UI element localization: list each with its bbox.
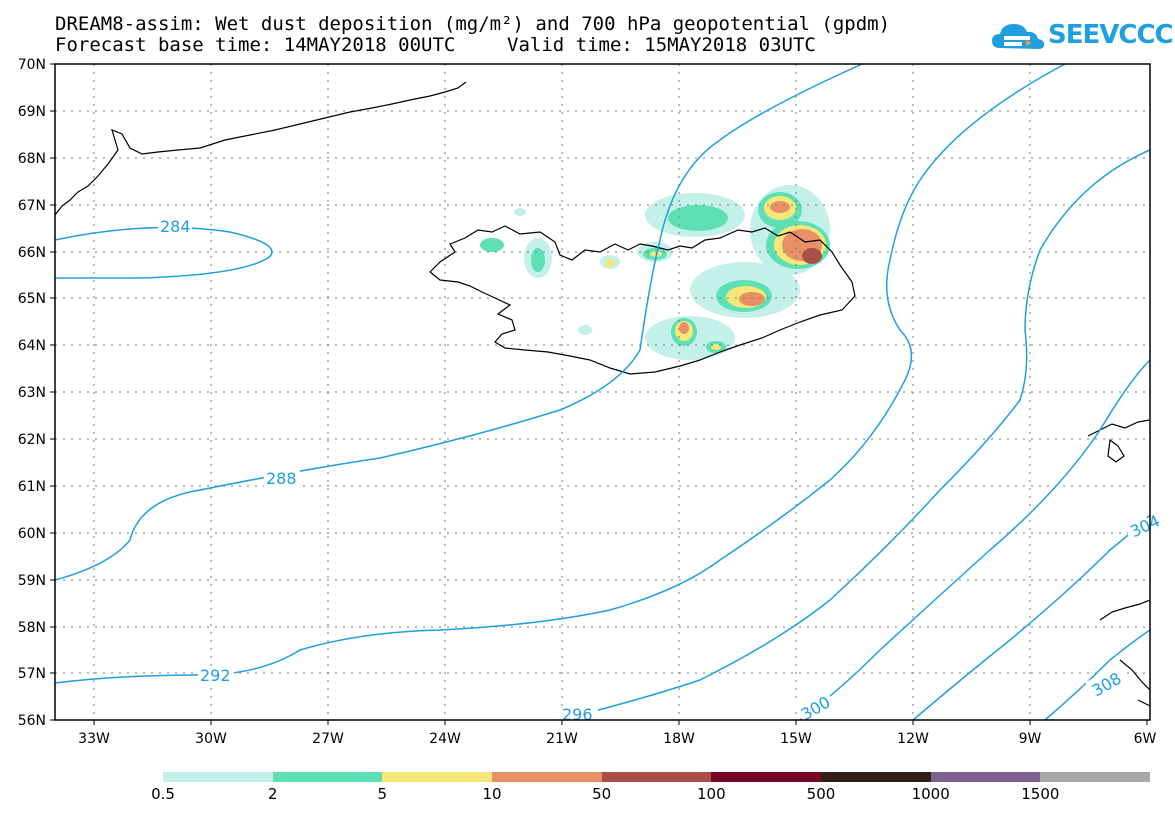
contour-304 (912, 514, 1151, 721)
seevccc-logo (990, 18, 1140, 58)
greenland-coast (54, 81, 467, 216)
legend-swatch (382, 772, 493, 782)
geopotential-contours (54, 63, 1151, 721)
lat-label: 66N (18, 245, 46, 261)
contour-308 (1044, 629, 1151, 721)
lat-label: 57N (18, 666, 46, 682)
lon-label: 30W (195, 731, 227, 747)
legend-swatch (601, 772, 712, 782)
contour-label-284: 284 (160, 217, 191, 236)
legend-swatch (711, 772, 822, 782)
lon-label: 24W (429, 731, 461, 747)
lon-label: 12W (897, 731, 929, 747)
valid-time: Valid time: 15MAY2018 03UTC (507, 34, 816, 56)
lon-label: 21W (546, 731, 578, 747)
graticule (55, 64, 1150, 720)
lon-label: 18W (663, 731, 695, 747)
legend-swatch (272, 772, 383, 782)
lat-label: 63N (18, 385, 46, 401)
scotland-coast (1099, 599, 1151, 707)
iceland-coast (429, 225, 856, 375)
contour-284 (54, 226, 273, 279)
contour-292 (54, 63, 1066, 684)
coastlines (54, 81, 1151, 707)
scandinavia-coast (1087, 419, 1151, 437)
legend-swatch (821, 772, 931, 782)
legend-label: 10 (482, 785, 502, 803)
legend-label: 500 (806, 785, 836, 803)
latitude-labels: 70N 69N 68N 67N 66N 65N 64N 63N 62N 61N … (18, 57, 46, 729)
lat-label: 62N (18, 432, 46, 448)
longitude-labels: 33W 30W 27W 24W 21W 18W 15W 12W 9W 6W (78, 731, 1156, 747)
contour-label-292: 292 (200, 666, 231, 685)
dust-deposition-shading (480, 185, 830, 360)
legend-label: 50 (592, 785, 612, 803)
lat-label: 67N (18, 198, 46, 214)
legend-swatch (492, 772, 602, 782)
legend-swatch (930, 772, 1041, 782)
cloud-icon (992, 24, 1045, 49)
forecast-base-time: Forecast base time: 14MAY2018 00UTC (55, 34, 456, 56)
map-title: DREAM8-assim: Wet dust deposition (mg/m²… (55, 13, 891, 35)
lon-label: 9W (1019, 731, 1042, 747)
contour-288 (54, 63, 863, 581)
lat-label: 69N (18, 104, 46, 120)
lat-label: 65N (18, 291, 46, 307)
legend-swatch (1040, 772, 1151, 782)
axis-ticks (50, 63, 1148, 725)
lat-label: 59N (18, 573, 46, 589)
lat-label: 58N (18, 620, 46, 636)
contour-296 (559, 149, 1151, 721)
contour-label-296: 296 (562, 705, 593, 724)
map-area (55, 64, 1150, 720)
lon-label: 27W (312, 731, 344, 747)
lon-label: 6W (1134, 731, 1157, 747)
legend-label: 5 (377, 785, 388, 803)
legend-label: 2 (267, 785, 278, 803)
legend-label: 1500 (1021, 785, 1060, 803)
legend-label: 0.5 (151, 785, 175, 803)
lat-label: 64N (18, 338, 46, 354)
lon-label: 33W (78, 731, 110, 747)
lat-label: 56N (18, 713, 46, 729)
logo-text: SEEVCCC (1048, 20, 1174, 50)
contour-300 (799, 359, 1151, 721)
color-legend (163, 772, 1151, 782)
forecast-times: Forecast base time: 14MAY2018 00UTC Valid… (55, 34, 816, 56)
lat-label: 60N (18, 526, 46, 542)
contour-label-288: 288 (266, 469, 297, 488)
legend-label: 1000 (911, 785, 950, 803)
lat-label: 70N (18, 57, 46, 73)
legend-label: 100 (697, 785, 726, 803)
lat-label: 61N (18, 479, 46, 495)
faroe-islands (1107, 438, 1125, 463)
legend-swatch (163, 772, 273, 782)
lon-label: 15W (780, 731, 812, 747)
lat-label: 68N (18, 151, 46, 167)
